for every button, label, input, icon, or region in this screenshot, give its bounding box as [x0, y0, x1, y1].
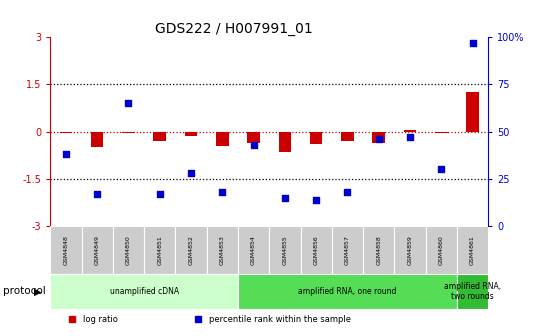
Bar	[426, 226, 457, 274]
Point	[124, 100, 133, 106]
Point	[437, 167, 446, 172]
Text: GSM4860: GSM4860	[439, 235, 444, 265]
Point	[61, 152, 70, 157]
Text: GSM4859: GSM4859	[407, 235, 412, 265]
Bar	[175, 226, 206, 274]
Bar	[457, 226, 488, 274]
Text: GSM4848: GSM4848	[64, 235, 69, 265]
Bar	[363, 226, 395, 274]
Bar	[144, 226, 175, 274]
Bar	[247, 131, 260, 142]
Bar	[50, 274, 238, 308]
Text: GSM4858: GSM4858	[376, 235, 381, 265]
Bar	[153, 131, 166, 141]
Bar	[50, 226, 81, 274]
Text: percentile rank within the sample: percentile rank within the sample	[209, 315, 351, 324]
Text: amplified RNA,
two rounds: amplified RNA, two rounds	[444, 282, 501, 301]
Bar	[404, 130, 416, 131]
Text: protocol: protocol	[3, 286, 46, 296]
Bar	[216, 131, 229, 146]
Bar	[81, 226, 113, 274]
Text: GSM4850: GSM4850	[126, 235, 131, 265]
Bar	[60, 131, 72, 133]
Text: GSM4861: GSM4861	[470, 235, 475, 265]
Bar	[341, 131, 354, 141]
Text: ▶: ▶	[33, 286, 41, 296]
Bar	[457, 274, 488, 308]
Point	[406, 134, 415, 140]
Bar	[435, 131, 448, 133]
Bar	[238, 226, 269, 274]
Point	[93, 191, 102, 197]
Text: GSM4853: GSM4853	[220, 235, 225, 265]
Point	[312, 197, 321, 202]
Text: GSM4851: GSM4851	[157, 235, 162, 265]
Point	[155, 191, 164, 197]
Text: GSM4857: GSM4857	[345, 235, 350, 265]
Bar	[206, 226, 238, 274]
Point	[218, 189, 227, 195]
Point	[281, 195, 290, 200]
Bar	[301, 226, 332, 274]
Bar	[466, 92, 479, 131]
Point	[468, 40, 477, 45]
Text: unamplified cDNA: unamplified cDNA	[109, 287, 179, 296]
Text: GSM4854: GSM4854	[251, 235, 256, 265]
Text: amplified RNA, one round: amplified RNA, one round	[299, 287, 397, 296]
Bar	[238, 274, 457, 308]
Text: GSM4852: GSM4852	[189, 235, 194, 265]
Point	[249, 142, 258, 148]
Bar	[113, 226, 144, 274]
Bar	[270, 226, 301, 274]
Point	[374, 136, 383, 142]
Bar	[91, 131, 103, 147]
Text: GSM4855: GSM4855	[282, 235, 287, 265]
Bar	[278, 131, 291, 152]
Bar	[395, 226, 426, 274]
Bar	[122, 131, 134, 133]
Bar	[310, 131, 323, 144]
Bar	[185, 131, 198, 136]
Point	[343, 189, 352, 195]
Text: GSM4849: GSM4849	[95, 235, 100, 265]
Point	[186, 170, 195, 176]
Text: GDS222 / H007991_01: GDS222 / H007991_01	[156, 22, 313, 36]
Bar	[332, 226, 363, 274]
Bar	[373, 131, 385, 142]
Text: log ratio: log ratio	[83, 315, 118, 324]
Text: GSM4856: GSM4856	[314, 235, 319, 265]
